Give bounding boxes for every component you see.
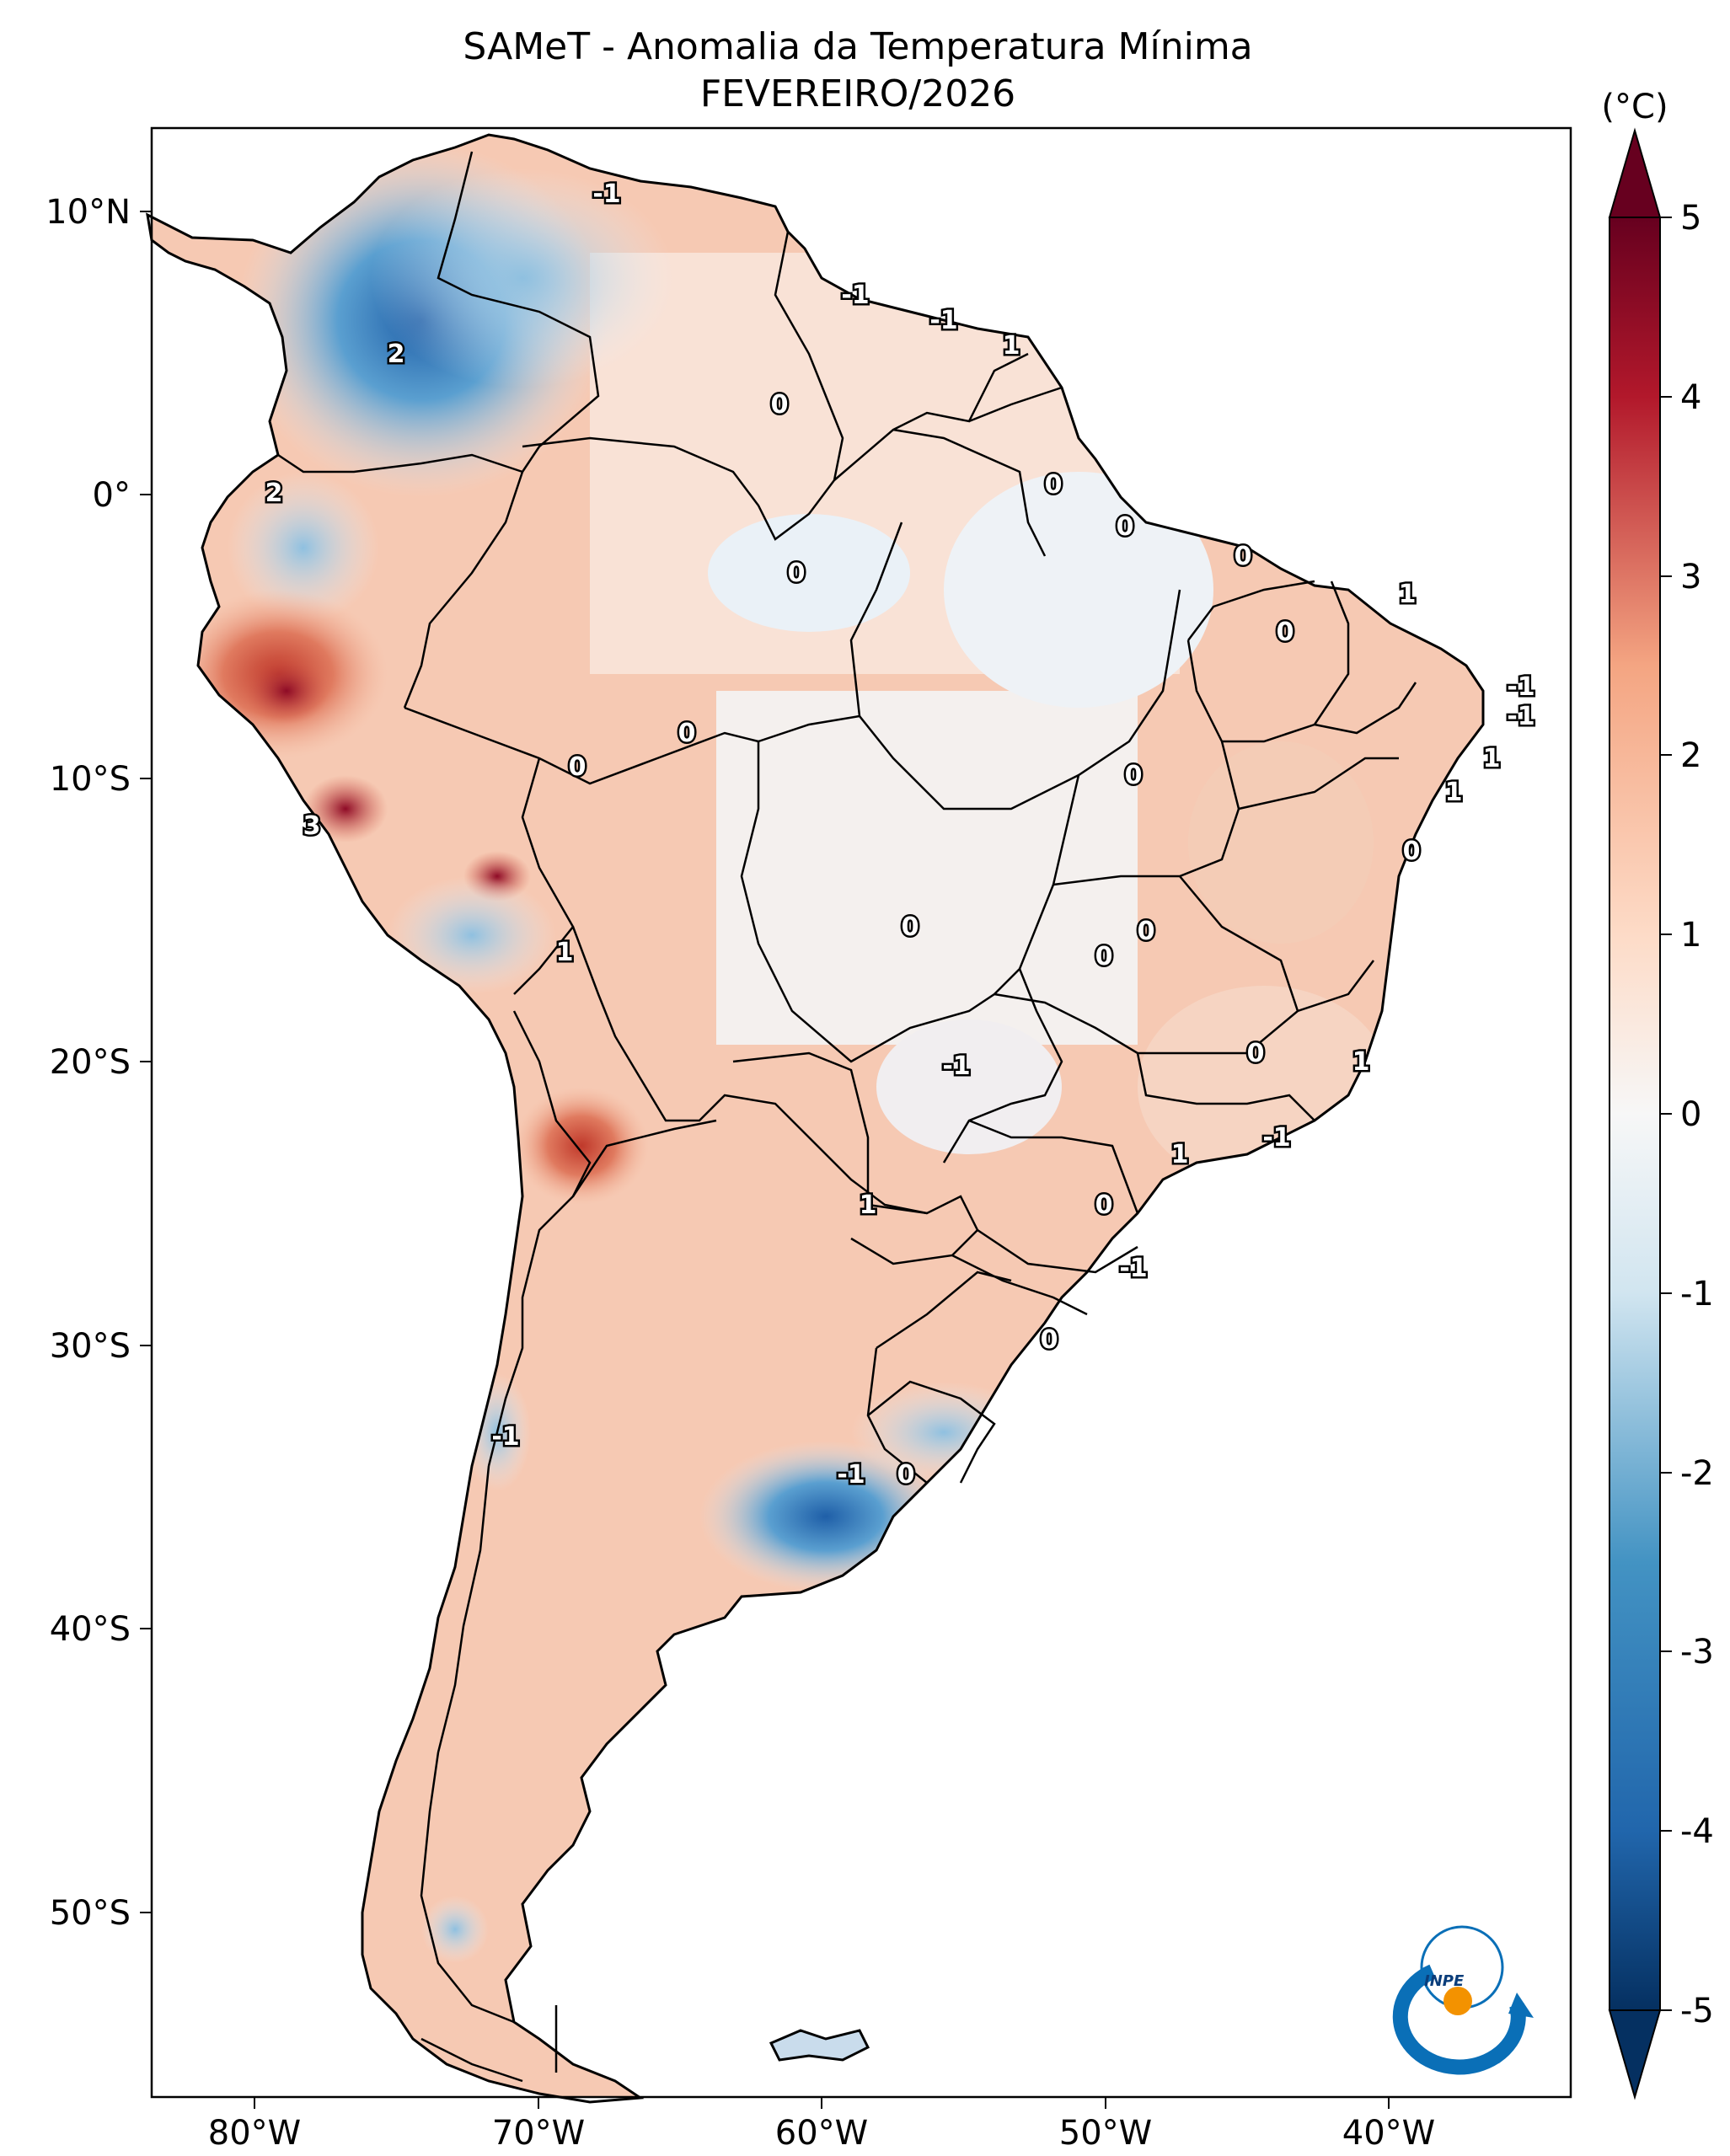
lat-tick-labels: 10°N 0° 10°S 20°S 30°S 40°S 50°S (46, 193, 131, 1933)
inpe-logo: INPE (1392, 1925, 1534, 2075)
contour-label: -1 (1262, 1123, 1290, 1153)
contour-label: 0 (1403, 837, 1421, 866)
lon-tick-label: 70°W (492, 2114, 585, 2153)
colorbar-tick-label: -3 (1680, 1633, 1714, 1672)
lon-tick-label: 60°W (775, 2114, 868, 2153)
contour-label: 3 (303, 811, 321, 841)
lon-tick-label: 50°W (1059, 2114, 1152, 2153)
colorbar-tick-label: -2 (1680, 1454, 1714, 1493)
lon-tick-labels: 80°W 70°W 60°W 50°W 40°W (208, 2114, 1435, 2153)
contour-label: 1 (1483, 744, 1501, 773)
political-borders (277, 151, 1417, 2083)
contour-label: 0 (1138, 917, 1155, 946)
contour-label: -1 (929, 306, 957, 335)
contour-label: -1 (491, 1422, 519, 1452)
lat-tick-label: 40°S (50, 1610, 131, 1649)
contour-label: 0 (1125, 761, 1143, 790)
contour-label: 0 (1235, 542, 1252, 571)
lat-tick-label: 0° (93, 476, 131, 515)
colorbar-tick-label: 5 (1680, 199, 1701, 238)
contour-label: -1 (942, 1051, 970, 1081)
falkland-islands (769, 2029, 870, 2062)
contour-label: 0 (1277, 618, 1294, 647)
colorbar-tick-label: 3 (1680, 558, 1701, 597)
colorbar-unit-label: (°C) (1601, 88, 1668, 126)
contour-label: 1 (556, 938, 574, 967)
lat-tick-label: 10°N (46, 193, 131, 232)
contour-label: 0 (1095, 1190, 1113, 1220)
contour-label: 1 (860, 1190, 877, 1220)
contour-label: 1 (1445, 778, 1463, 807)
inpe-logo-text: INPE (1424, 1972, 1465, 1990)
colorbar-tick-label: 0 (1680, 1095, 1701, 1134)
contour-label: 0 (1247, 1039, 1265, 1068)
contour-label: 0 (1041, 1325, 1058, 1355)
contour-label: 0 (569, 752, 586, 782)
lat-tick-label: 20°S (50, 1043, 131, 1082)
map-subtitle: FEVEREIRO/2026 (700, 72, 1015, 115)
contour-label: -1 (837, 1460, 865, 1490)
contour-label: 0 (771, 390, 789, 420)
contour-label: 0 (1117, 512, 1134, 542)
lon-axis (254, 2097, 1390, 2109)
colorbar-tick-label: 4 (1680, 378, 1701, 417)
colorbar-min-extension (1608, 2009, 1662, 2100)
contour-label: -1 (592, 179, 620, 209)
contour-label: 0 (902, 912, 919, 942)
lat-tick-label: 30°S (50, 1327, 131, 1366)
map-title: SAMeT - Anomalia da Temperatura Mínima (463, 25, 1252, 68)
lat-tick-label: 50°S (50, 1894, 131, 1933)
contour-label: -1 (1119, 1254, 1147, 1283)
colorbar-tick-label: -1 (1680, 1275, 1714, 1313)
colorbar-tick-label: 2 (1680, 736, 1701, 775)
contour-label: 2 (265, 479, 283, 508)
colorbar: (°C) 5 4 3 2 1 0 -1 -2 -3 -4 -5 (1601, 88, 1714, 2100)
lat-axis (140, 211, 152, 1913)
continent-outline (146, 133, 1485, 2104)
contour-label: 1 (1399, 580, 1417, 609)
contour-label: 0 (897, 1460, 915, 1490)
lat-tick-label: 10°S (50, 760, 131, 799)
contour-label: 0 (1095, 942, 1113, 971)
contour-label: 0 (1045, 470, 1063, 500)
contour-label: 2 (388, 340, 405, 369)
contour-label: 0 (788, 559, 806, 588)
axes-frame (150, 126, 1572, 2099)
colorbar-tick-label: -4 (1680, 1812, 1714, 1851)
lon-tick-label: 80°W (208, 2114, 301, 2153)
colorbar-tick-label: -5 (1680, 1992, 1714, 2030)
contour-label: -1 (1507, 672, 1535, 702)
lon-tick-label: 40°W (1342, 2114, 1435, 2153)
contour-label: -1 (1507, 702, 1535, 731)
colorbar-max-extension (1608, 127, 1662, 218)
colorbar-gradient (1609, 217, 1661, 2011)
contour-label: 1 (1171, 1140, 1189, 1169)
contour-label: -1 (841, 281, 869, 310)
colorbar-tick-label: 1 (1680, 916, 1701, 955)
contour-label: 0 (678, 719, 696, 748)
contour-label: 1 (1352, 1047, 1370, 1077)
contour-label: 1 (1003, 331, 1020, 361)
contour-labels: -1 -1 -1 1 2 0 2 0 0 0 0 1 0 -1 -1 3 1 0… (263, 178, 1537, 1492)
